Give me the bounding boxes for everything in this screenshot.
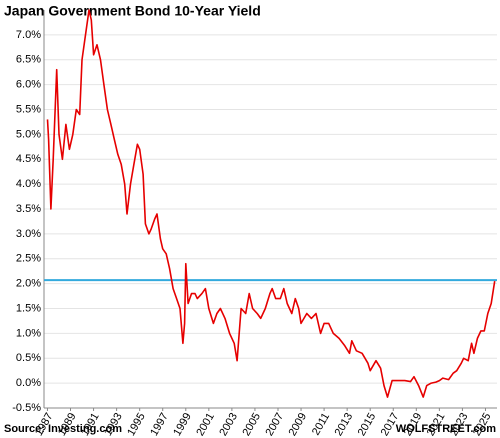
y-tick-label: 6.5% [16, 54, 41, 66]
y-tick-label: 3.5% [16, 203, 41, 215]
y-tick-label: 4.5% [16, 153, 41, 165]
x-tick-label: 2007 [263, 411, 286, 438]
x-tick-label: 2015 [356, 411, 379, 438]
y-tick-label: 7.0% [16, 29, 41, 41]
y-tick-label: 4.0% [16, 178, 41, 190]
x-tick-label: 2011 [310, 411, 332, 437]
chart-title: Japan Government Bond 10-Year Yield [4, 3, 261, 19]
y-tick-label: 2.0% [16, 278, 41, 290]
x-tick-label: 2009 [287, 411, 310, 438]
y-tick-label: 5.0% [16, 128, 41, 140]
y-tick-label: -0.5% [12, 402, 41, 414]
y-tick-label: 6.0% [16, 79, 41, 91]
y-tick-label: 0.0% [16, 377, 41, 389]
x-tick-label: 1997 [148, 411, 171, 438]
y-tick-label: 3.0% [16, 228, 41, 240]
y-tick-label: 2.5% [16, 253, 41, 265]
y-tick-label: 5.5% [16, 103, 41, 115]
source: Source: Investing.com [4, 423, 122, 435]
yield-line [46, 9, 496, 398]
x-tick-label: 1999 [171, 411, 194, 438]
y-tick-label: 1.0% [16, 327, 41, 339]
x-tick-label: 1995 [125, 411, 148, 438]
y-tick-label: 1.5% [16, 302, 41, 314]
x-tick-label: 2003 [217, 411, 240, 438]
y-tick-label: 0.5% [16, 352, 41, 364]
x-tick-label: 2013 [333, 411, 356, 438]
x-tick-label: 2001 [194, 411, 217, 438]
credit: WOLFSTREET.com [396, 423, 496, 435]
x-tick-label: 2005 [240, 411, 263, 438]
